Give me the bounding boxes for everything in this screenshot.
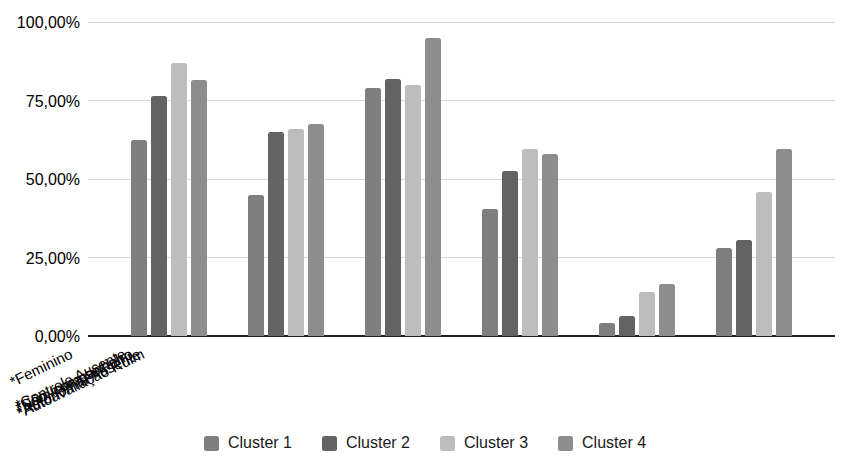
y-axis-tick-label: 75,00%	[0, 92, 80, 111]
bar-cluster-3-feminino	[171, 63, 187, 336]
bar-cluster-4-n-o-mora-sozinho	[425, 38, 441, 336]
bar-cluster-2-feminino	[151, 96, 167, 336]
bar-group-feminino	[131, 22, 207, 336]
bar-group-autonomia-ausente	[599, 22, 675, 336]
bar-cluster-3-controle-ausente	[756, 192, 772, 336]
bar-groups	[88, 22, 835, 336]
bar-cluster-4-controle-ausente	[776, 149, 792, 336]
bar-cluster-1-n-o-mora-sozinho	[365, 88, 381, 336]
bar-cluster-4-autonomia-ausente	[659, 284, 675, 336]
y-axis-tick-label: 0,00%	[0, 327, 80, 346]
bar-cluster-3-autonomia-ausente	[639, 292, 655, 336]
bar-group-autoavalia-o-ruim	[482, 22, 558, 336]
legend-swatch-icon	[440, 436, 455, 451]
bar-group-sem-companheiro	[248, 22, 324, 336]
bar-cluster-4-feminino	[191, 80, 207, 336]
bar-cluster-1-autoavalia-o-ruim	[482, 209, 498, 336]
legend-swatch-icon	[204, 436, 219, 451]
bar-group-n-o-mora-sozinho	[365, 22, 441, 336]
legend-item-cluster-4: Cluster 4	[558, 434, 646, 452]
legend-label: Cluster 3	[464, 434, 528, 452]
legend-swatch-icon	[322, 436, 337, 451]
bar-cluster-4-autoavalia-o-ruim	[542, 154, 558, 336]
bar-cluster-1-autonomia-ausente	[599, 323, 615, 336]
y-axis-tick-label: 100,00%	[0, 13, 80, 32]
legend-item-cluster-3: Cluster 3	[440, 434, 528, 452]
y-axis-tick-label: 50,00%	[0, 170, 80, 189]
legend-label: Cluster 2	[346, 434, 410, 452]
bar-cluster-1-sem-companheiro	[248, 195, 264, 336]
bar-cluster-1-feminino	[131, 140, 147, 336]
bar-group-controle-ausente	[716, 22, 792, 336]
bar-cluster-1-controle-ausente	[716, 248, 732, 336]
legend-label: Cluster 4	[582, 434, 646, 452]
bar-cluster-3-autoavalia-o-ruim	[522, 149, 538, 336]
bar-cluster-2-autoavalia-o-ruim	[502, 171, 518, 336]
bar-cluster-2-sem-companheiro	[268, 132, 284, 336]
legend-item-cluster-1: Cluster 1	[204, 434, 292, 452]
bar-cluster-3-sem-companheiro	[288, 129, 304, 336]
bar-cluster-4-sem-companheiro	[308, 124, 324, 336]
legend-swatch-icon	[558, 436, 573, 451]
bar-cluster-2-n-o-mora-sozinho	[385, 79, 401, 336]
chart-legend: Cluster 1 Cluster 2 Cluster 3 Cluster 4	[0, 434, 850, 452]
bar-cluster-3-n-o-mora-sozinho	[405, 85, 421, 336]
legend-label: Cluster 1	[228, 434, 292, 452]
legend-item-cluster-2: Cluster 2	[322, 434, 410, 452]
bar-cluster-2-controle-ausente	[736, 240, 752, 336]
bar-cluster-2-autonomia-ausente	[619, 316, 635, 336]
y-axis-tick-label: 25,00%	[0, 249, 80, 268]
bar-chart: 100,00% 75,00% 50,00% 25,00% 0,00% *Femi…	[0, 0, 850, 471]
